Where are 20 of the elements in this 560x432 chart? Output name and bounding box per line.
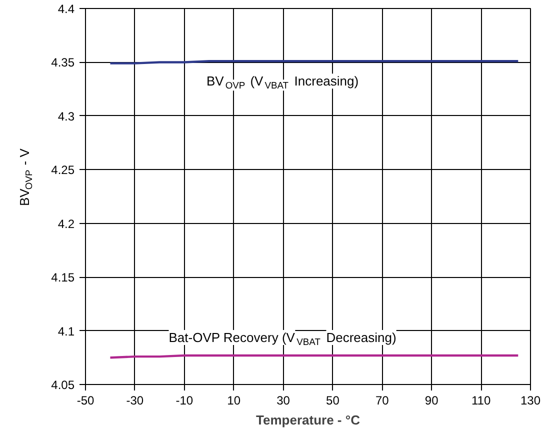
- y-tick-label: 4.3: [58, 109, 75, 124]
- y-tick-label: 4.05: [51, 378, 75, 392]
- y-tick-label: 4.4: [58, 2, 75, 16]
- x-tick-label: -50: [76, 394, 94, 408]
- x-tick-label: 90: [424, 394, 439, 408]
- y-tick-label: 4.35: [51, 56, 75, 70]
- x-tick-label: 130: [520, 394, 541, 408]
- x-tick-label: -10: [176, 394, 194, 408]
- y-tick-label: 4.2: [58, 216, 75, 231]
- x-tick-label: 10: [227, 394, 241, 408]
- x-tick-label: 50: [326, 394, 340, 408]
- y-tick-label: 4.1: [58, 324, 75, 338]
- x-tick-label: 110: [471, 394, 491, 408]
- x-tick-label: 30: [276, 394, 290, 408]
- x-tick-label: -30: [126, 394, 144, 408]
- y-axis-title: BVOVP - V: [17, 148, 34, 206]
- y-tick-label: 4.25: [51, 163, 75, 178]
- y-tick-label: 4.15: [51, 270, 75, 285]
- x-axis-title: Temperature - °C: [256, 412, 361, 428]
- x-tick-label: 70: [375, 394, 390, 408]
